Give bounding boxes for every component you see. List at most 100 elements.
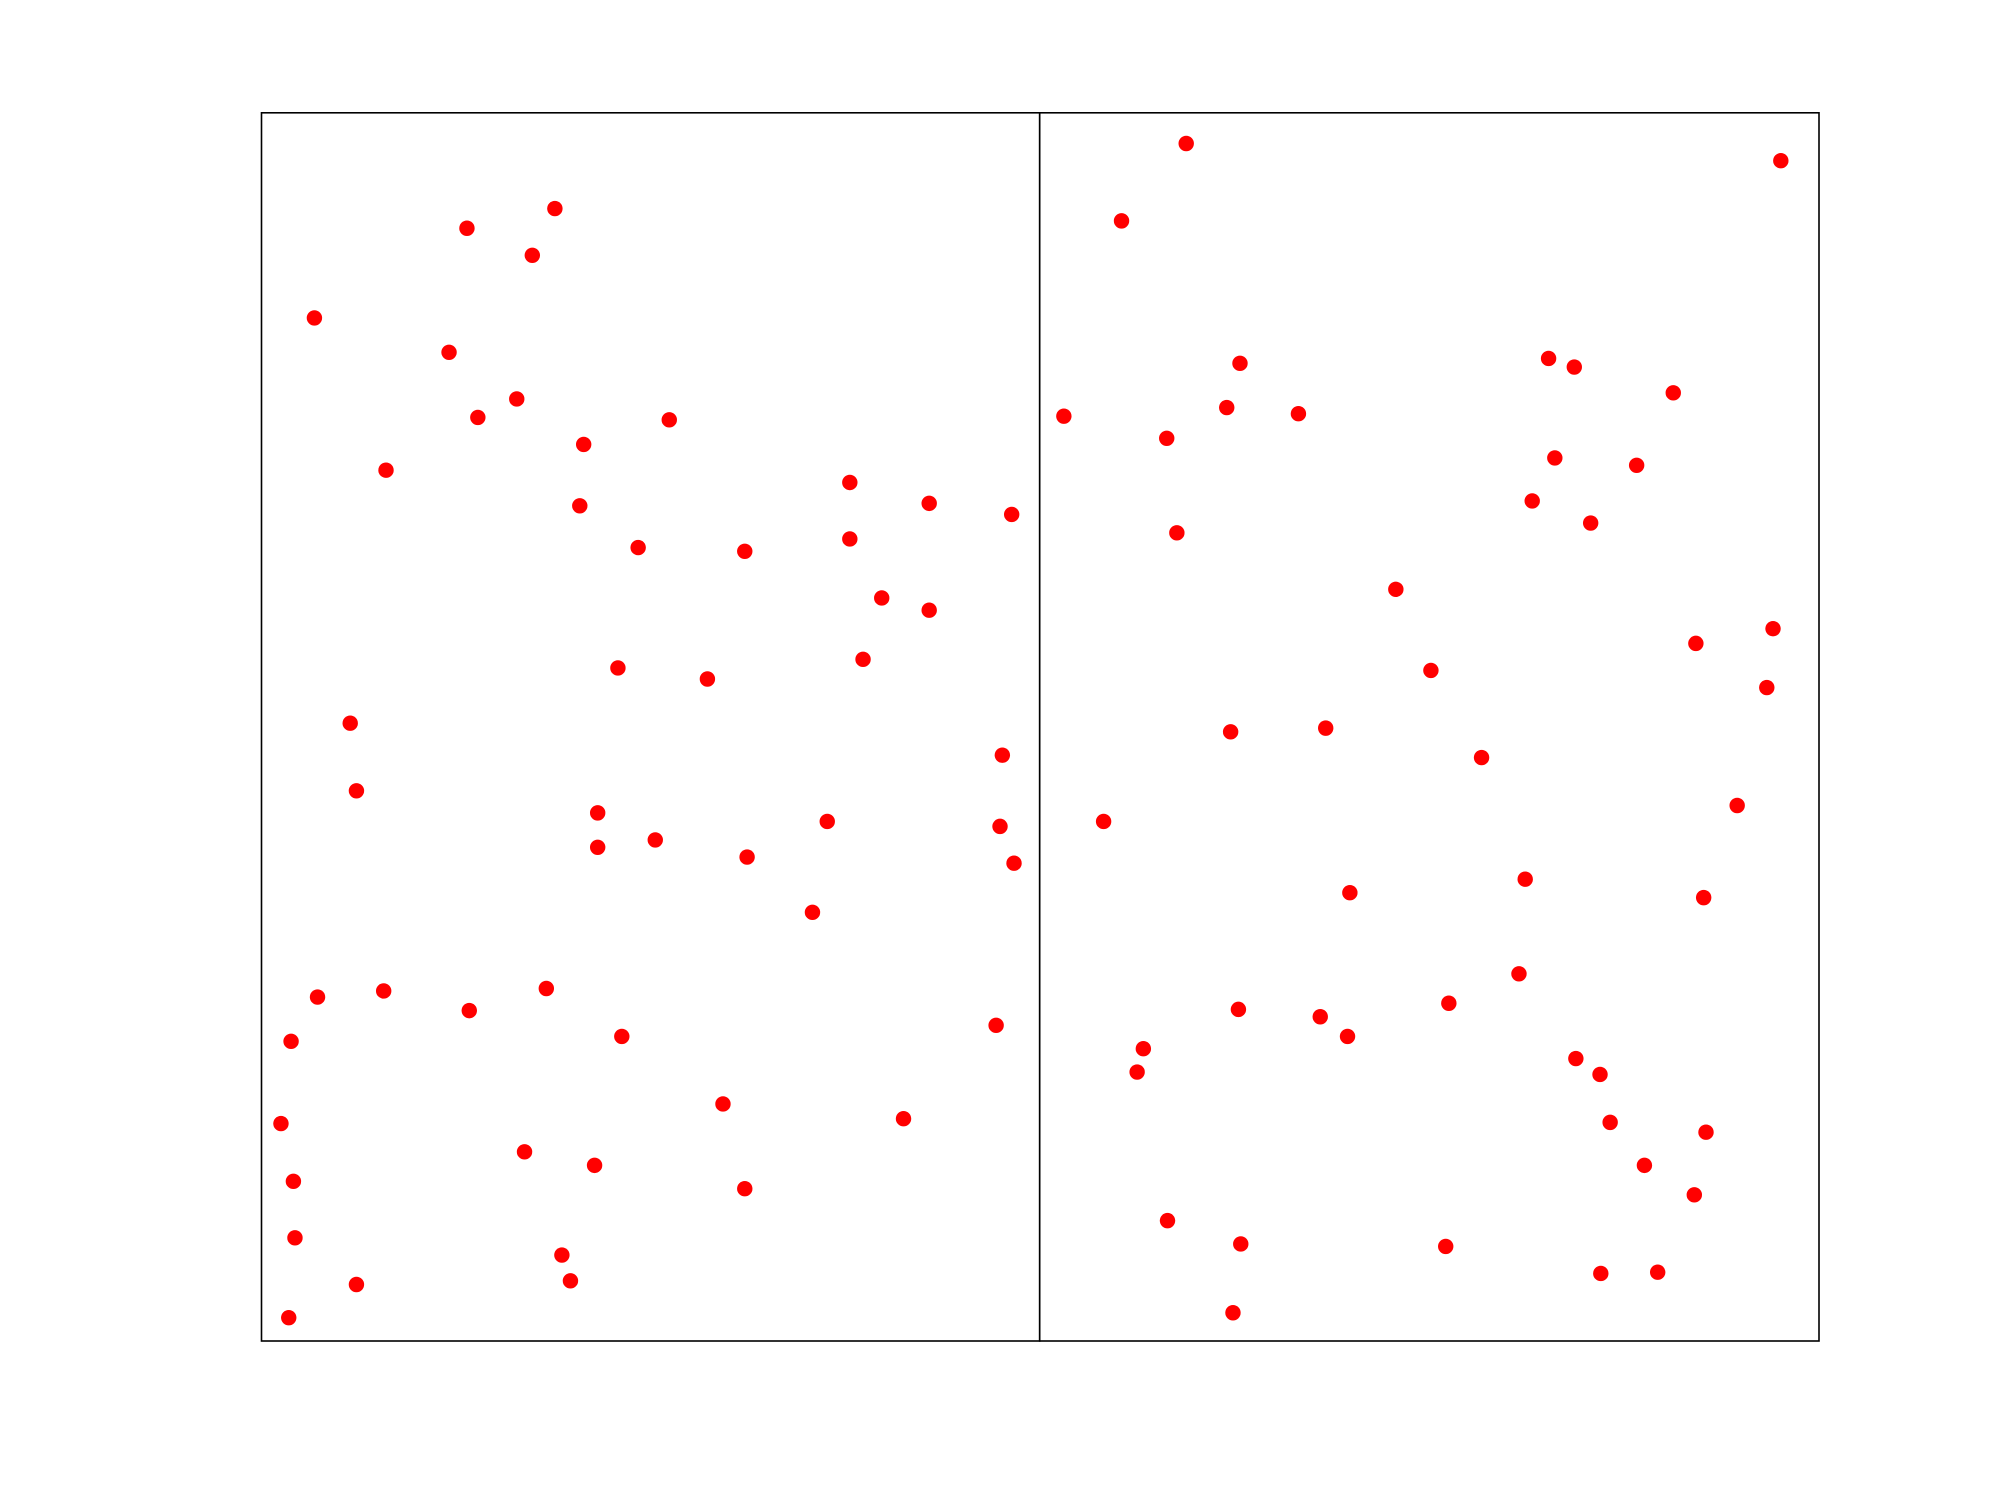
scatter-point bbox=[1566, 359, 1582, 375]
scatter-point bbox=[1593, 1265, 1609, 1282]
scatter-point bbox=[1339, 1028, 1356, 1045]
scatter-point bbox=[586, 1157, 603, 1174]
scatter-point bbox=[1095, 813, 1112, 830]
scatter-point bbox=[1312, 1009, 1328, 1025]
scatter-point bbox=[1003, 506, 1020, 523]
scatter-point bbox=[921, 602, 937, 618]
scatter-point bbox=[459, 220, 475, 236]
scatter-point bbox=[1547, 450, 1563, 466]
scatter-point bbox=[306, 310, 323, 326]
scatter-point bbox=[589, 805, 606, 821]
scatter-point bbox=[1232, 355, 1248, 372]
scatter-point bbox=[1698, 1124, 1714, 1140]
scatter-point bbox=[1169, 525, 1185, 541]
scatter-point bbox=[1511, 966, 1527, 982]
scatter-point bbox=[1222, 724, 1239, 740]
panel-frame bbox=[1038, 112, 1820, 1342]
scatter-point bbox=[1765, 620, 1781, 637]
scatter-point bbox=[1178, 135, 1194, 152]
scatter-point bbox=[737, 1181, 753, 1197]
scatter-point bbox=[509, 391, 525, 407]
scatter-point bbox=[699, 671, 716, 687]
scatter-point bbox=[470, 409, 486, 426]
scatter-point bbox=[589, 839, 606, 855]
scatter-point bbox=[287, 1230, 303, 1246]
scatter-point bbox=[1159, 430, 1175, 446]
scatter-point bbox=[281, 1309, 297, 1326]
scatter-point bbox=[1729, 797, 1745, 814]
scatter-point bbox=[309, 989, 326, 1005]
scatter-point bbox=[1628, 457, 1645, 473]
scatter-point bbox=[992, 818, 1008, 835]
scatter-point bbox=[1318, 720, 1334, 736]
scatter-point bbox=[572, 498, 588, 514]
scatter-point bbox=[461, 1002, 477, 1019]
scatter-point bbox=[273, 1115, 289, 1132]
scatter-point bbox=[1056, 408, 1072, 424]
scatter-point bbox=[1006, 855, 1022, 871]
scatter-point bbox=[1423, 662, 1439, 679]
scatter-point bbox=[630, 539, 646, 556]
scatter-point bbox=[1524, 493, 1540, 509]
scatter-point bbox=[1665, 385, 1681, 401]
scatter-point bbox=[547, 200, 563, 217]
scatter-point bbox=[285, 1173, 302, 1190]
scatter-point bbox=[1135, 1040, 1152, 1057]
scatter-point bbox=[1649, 1264, 1666, 1280]
scatter-point bbox=[1129, 1064, 1145, 1080]
scatter-point bbox=[842, 474, 858, 491]
scatter-point bbox=[1388, 581, 1404, 598]
scatter-point bbox=[348, 783, 365, 799]
scatter-point bbox=[1773, 152, 1789, 169]
scatter-point bbox=[874, 590, 890, 606]
scatter-point bbox=[1602, 1114, 1618, 1131]
scatter-point bbox=[739, 849, 755, 865]
scatter-point bbox=[1441, 995, 1457, 1011]
scatter-point bbox=[1113, 213, 1130, 229]
scatter-point bbox=[283, 1033, 299, 1050]
scatter-point bbox=[1636, 1157, 1653, 1174]
scatter-point bbox=[647, 832, 663, 848]
scatter-point bbox=[342, 715, 358, 731]
scatter-point bbox=[1438, 1238, 1454, 1255]
scatter-point bbox=[375, 983, 392, 999]
scatter-point bbox=[1219, 399, 1235, 416]
scatter-point bbox=[804, 904, 821, 921]
scatter-point bbox=[1686, 1187, 1703, 1203]
scatter-point bbox=[1473, 749, 1490, 766]
scatter-point bbox=[1582, 515, 1599, 531]
scatter-point bbox=[1517, 871, 1533, 887]
scatter-point bbox=[842, 531, 858, 547]
scatter-point bbox=[575, 436, 592, 453]
scatter-point bbox=[1225, 1305, 1241, 1321]
scatter-point bbox=[562, 1273, 579, 1289]
scatter-point bbox=[441, 344, 457, 360]
scatter-point bbox=[1159, 1212, 1176, 1229]
scatter-point bbox=[1759, 679, 1775, 696]
scatter-point bbox=[538, 980, 555, 997]
scatter-point bbox=[610, 660, 626, 676]
scatter-point bbox=[348, 1276, 365, 1293]
scatter-point bbox=[994, 747, 1011, 763]
scatter-point bbox=[1342, 885, 1358, 901]
scatter-point bbox=[819, 813, 835, 830]
scatter-point bbox=[1540, 350, 1557, 367]
scatter-point bbox=[1233, 1236, 1249, 1252]
scatter-point bbox=[921, 495, 937, 512]
scatter-point bbox=[715, 1096, 731, 1112]
scatter-point bbox=[1592, 1066, 1608, 1083]
scatter-point bbox=[895, 1110, 912, 1127]
scatter-point bbox=[1230, 1001, 1247, 1018]
scatter-point bbox=[988, 1017, 1004, 1034]
scatter-point bbox=[855, 651, 871, 668]
scatter-point bbox=[1290, 406, 1307, 422]
scatter-point bbox=[1568, 1050, 1584, 1067]
scatter-point bbox=[378, 462, 394, 478]
scatter-point bbox=[554, 1247, 570, 1263]
scatter-point bbox=[614, 1028, 630, 1045]
scatter-point bbox=[524, 247, 541, 263]
scatter-point bbox=[1688, 635, 1704, 652]
scatter-point bbox=[1695, 889, 1712, 906]
